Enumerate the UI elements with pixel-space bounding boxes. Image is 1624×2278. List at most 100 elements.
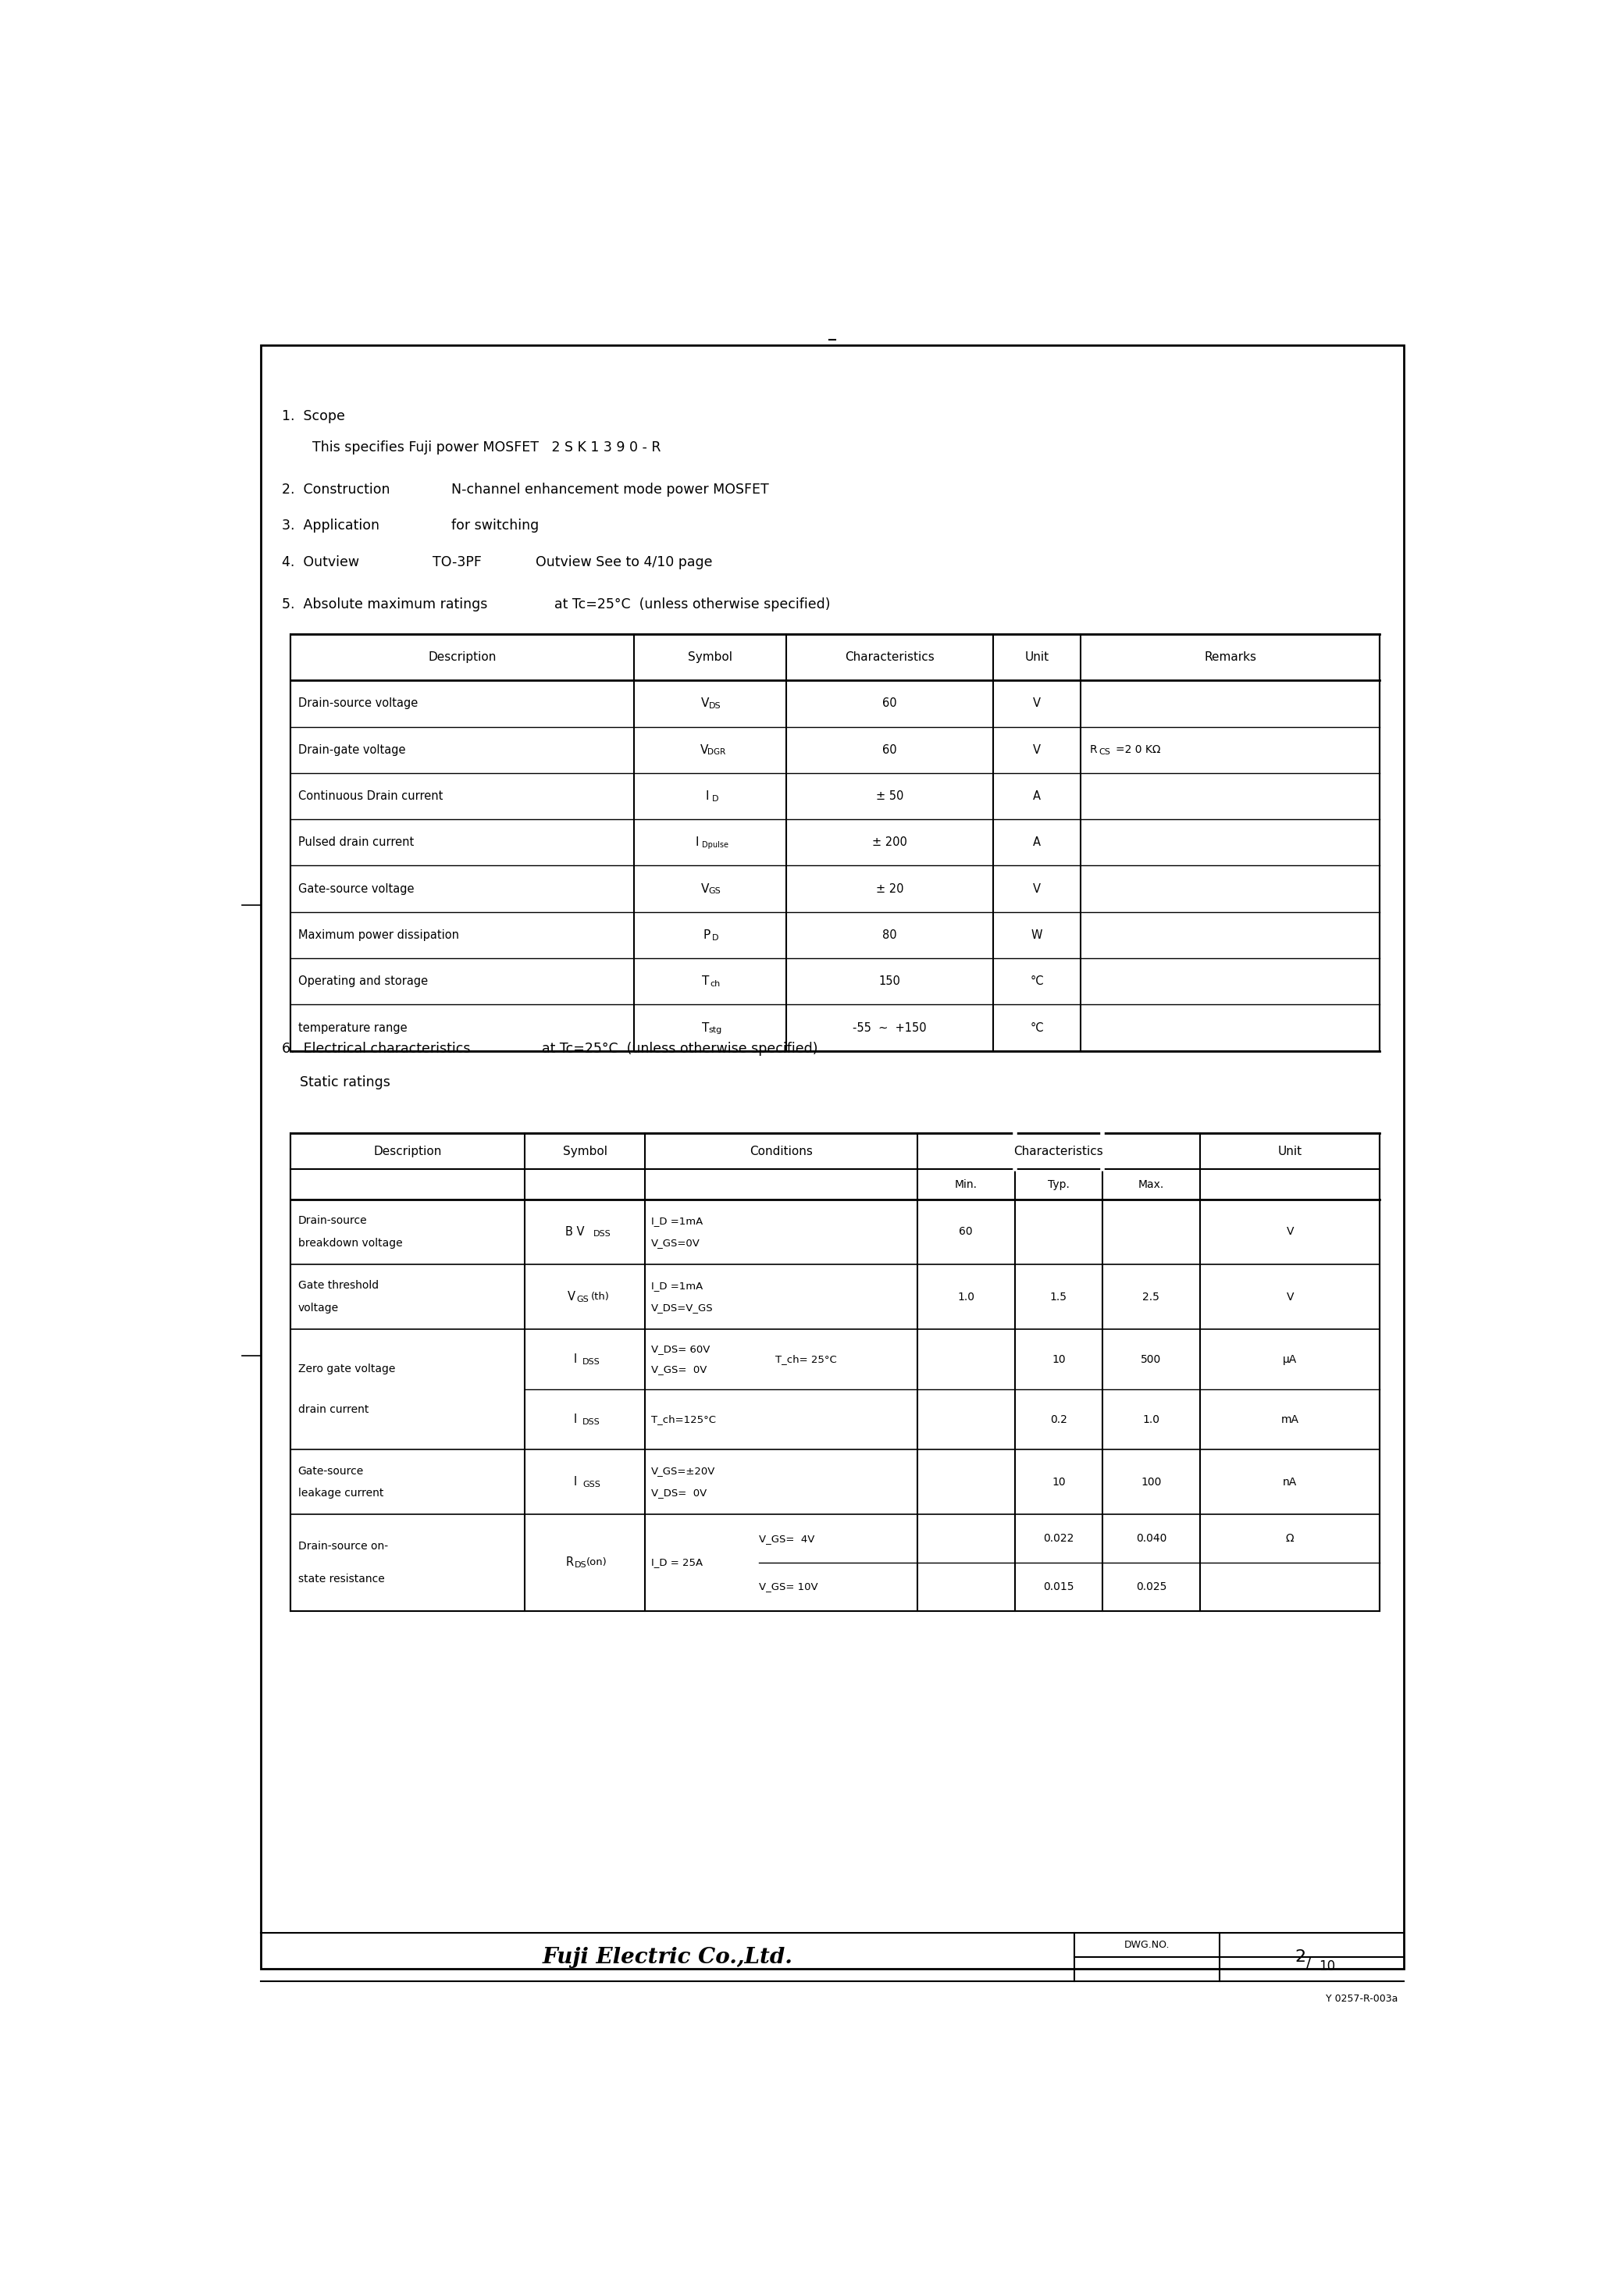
Text: 60: 60 (882, 697, 896, 708)
Text: Maximum power dissipation: Maximum power dissipation (297, 929, 460, 941)
Text: V_DS=  0V: V_DS= 0V (651, 1488, 706, 1499)
Text: 2: 2 (1294, 1950, 1306, 1966)
Text: V: V (1033, 697, 1041, 708)
Text: 100: 100 (1142, 1476, 1161, 1488)
Text: 0.015: 0.015 (1043, 1581, 1073, 1592)
Text: DSS: DSS (593, 1230, 611, 1239)
Text: for switching: for switching (451, 519, 539, 533)
Text: 1.0: 1.0 (958, 1292, 974, 1303)
Text: 150: 150 (879, 975, 901, 986)
Text: Characteristics: Characteristics (844, 652, 934, 663)
Text: voltage: voltage (297, 1303, 339, 1314)
Text: °C: °C (1030, 1023, 1044, 1034)
Text: V: V (1033, 745, 1041, 756)
Text: μA: μA (1283, 1353, 1298, 1365)
Text: -55  ∼  +150: -55 ∼ +150 (853, 1023, 927, 1034)
Text: GSS: GSS (583, 1481, 601, 1488)
Text: Pulsed drain current: Pulsed drain current (297, 836, 414, 847)
Text: B V: B V (565, 1226, 585, 1237)
Text: V_DS=V_GS: V_DS=V_GS (651, 1303, 713, 1312)
Text: R: R (565, 1556, 573, 1570)
Text: W: W (1031, 929, 1043, 941)
Text: Dpulse: Dpulse (702, 841, 728, 850)
Text: 10: 10 (1319, 1959, 1335, 1973)
Text: DSS: DSS (583, 1417, 601, 1426)
Text: Remarks: Remarks (1203, 652, 1257, 663)
Text: V_DS= 60V: V_DS= 60V (651, 1344, 710, 1353)
Text: Fuji Electric Co.,Ltd.: Fuji Electric Co.,Ltd. (542, 1945, 793, 1968)
Text: 60: 60 (882, 745, 896, 756)
Text: 0.022: 0.022 (1043, 1533, 1073, 1544)
Text: 0.2: 0.2 (1051, 1415, 1067, 1426)
Text: Unit: Unit (1278, 1146, 1302, 1157)
Text: ± 20: ± 20 (875, 884, 903, 895)
Text: Typ.: Typ. (1047, 1180, 1070, 1189)
Text: V: V (702, 697, 710, 708)
Text: 0.025: 0.025 (1135, 1581, 1166, 1592)
Text: 2.  Construction: 2. Construction (281, 483, 390, 497)
Text: DWG.NO.: DWG.NO. (1124, 1941, 1169, 1950)
Text: 10: 10 (1052, 1476, 1065, 1488)
Text: A: A (1033, 790, 1041, 802)
Text: Max.: Max. (1138, 1180, 1164, 1189)
Text: CS: CS (1098, 749, 1111, 756)
Text: Operating and storage: Operating and storage (297, 975, 427, 986)
Text: V_GS=±20V: V_GS=±20V (651, 1467, 715, 1476)
Text: ± 200: ± 200 (872, 836, 908, 847)
Text: D: D (711, 934, 718, 941)
Text: TO-3PF: TO-3PF (434, 556, 482, 570)
Text: 2.5: 2.5 (1143, 1292, 1160, 1303)
Text: 500: 500 (1142, 1353, 1161, 1365)
Text: Gate-source voltage: Gate-source voltage (297, 884, 414, 895)
Text: I: I (573, 1415, 577, 1426)
Text: Outview See to 4/10 page: Outview See to 4/10 page (536, 556, 713, 570)
Text: V: V (1286, 1226, 1294, 1237)
Text: 10: 10 (1052, 1353, 1065, 1365)
Text: Drain-gate voltage: Drain-gate voltage (297, 745, 406, 756)
Text: V: V (700, 745, 708, 756)
Text: 6.  Electrical characteristics: 6. Electrical characteristics (281, 1041, 471, 1057)
Text: V: V (568, 1292, 575, 1303)
Bar (291, 633, 1380, 1050)
Text: (on): (on) (586, 1558, 607, 1567)
Text: 1.0: 1.0 (1143, 1415, 1160, 1426)
Text: 1.5: 1.5 (1051, 1292, 1067, 1303)
Text: ch: ch (710, 980, 719, 989)
Text: T: T (702, 1023, 710, 1034)
Text: GS: GS (577, 1296, 588, 1303)
Text: 60: 60 (960, 1226, 973, 1237)
Text: V: V (1286, 1292, 1294, 1303)
Text: stg: stg (708, 1025, 721, 1034)
Text: (th): (th) (591, 1292, 609, 1303)
Text: =2 0 KΩ: =2 0 KΩ (1116, 745, 1161, 756)
Text: Ω: Ω (1286, 1533, 1294, 1544)
Text: Unit: Unit (1025, 652, 1049, 663)
Text: at Tc=25°C  (unless otherwise specified): at Tc=25°C (unless otherwise specified) (542, 1041, 818, 1057)
Text: Conditions: Conditions (749, 1146, 812, 1157)
Text: V_GS=0V: V_GS=0V (651, 1237, 700, 1248)
Text: 5.  Absolute maximum ratings: 5. Absolute maximum ratings (281, 597, 487, 611)
Text: GS: GS (708, 888, 721, 895)
Text: 1.  Scope: 1. Scope (281, 410, 344, 424)
Text: A: A (1033, 836, 1041, 847)
Text: I_D = 25A: I_D = 25A (651, 1558, 703, 1567)
Text: DS: DS (575, 1560, 586, 1570)
Text: Description: Description (429, 652, 497, 663)
Text: state resistance: state resistance (297, 1574, 385, 1585)
Text: Characteristics: Characteristics (1013, 1146, 1103, 1157)
Text: I: I (573, 1353, 577, 1365)
Text: Gate-source: Gate-source (297, 1465, 364, 1476)
Text: Continuous Drain current: Continuous Drain current (297, 790, 443, 802)
Text: Min.: Min. (955, 1180, 978, 1189)
Text: This specifies Fuji power MOSFET   2 S K 1 3 9 0 - R: This specifies Fuji power MOSFET 2 S K 1… (312, 440, 661, 456)
Text: Description: Description (374, 1146, 442, 1157)
Text: V_GS= 10V: V_GS= 10V (758, 1581, 818, 1592)
Text: Y 0257-R-003a: Y 0257-R-003a (1325, 1993, 1398, 2005)
Text: nA: nA (1283, 1476, 1298, 1488)
Text: Drain-source: Drain-source (297, 1216, 367, 1226)
Text: R: R (1090, 745, 1096, 756)
Text: Drain-source on-: Drain-source on- (297, 1540, 388, 1551)
Text: /: / (1306, 1955, 1312, 1970)
Text: V: V (1033, 884, 1041, 895)
Text: 4.  Outview: 4. Outview (281, 556, 359, 570)
